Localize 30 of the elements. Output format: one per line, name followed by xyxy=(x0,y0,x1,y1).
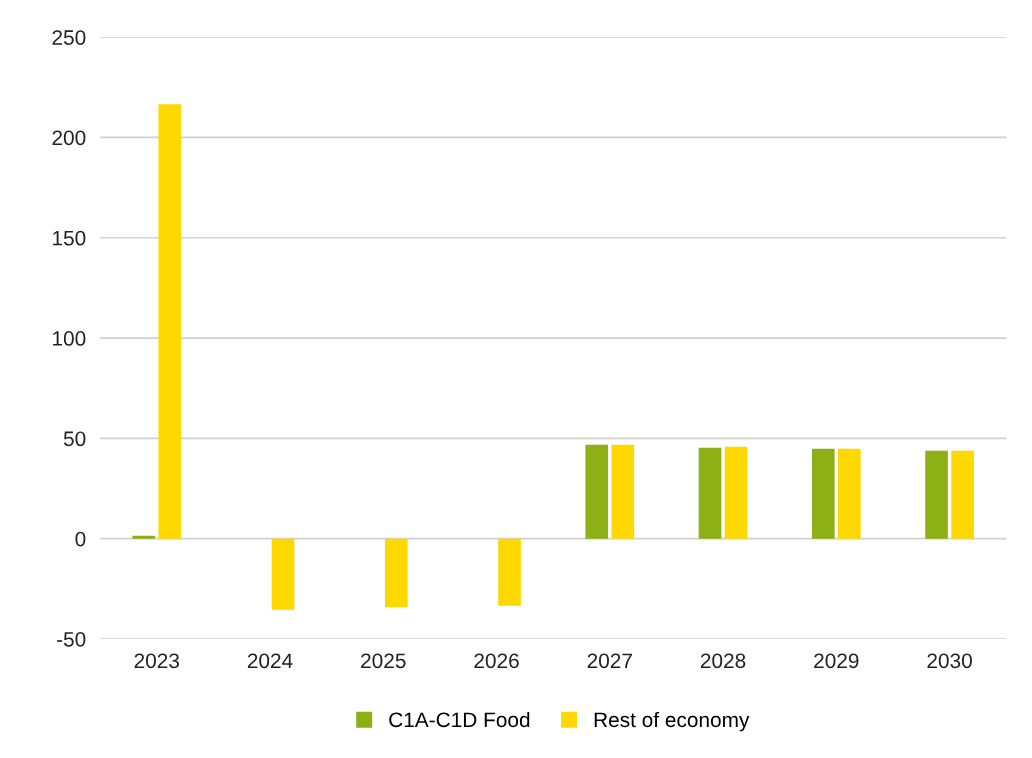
x-tick-label: 2029 xyxy=(814,653,859,669)
x-tick-label: 2027 xyxy=(587,653,632,669)
bar xyxy=(271,538,295,610)
y-tick-label: 50 xyxy=(63,431,86,447)
x-tick-label: 2028 xyxy=(700,653,746,669)
x-tick-label: 2026 xyxy=(474,653,519,669)
y-tick-label: 100 xyxy=(53,331,86,346)
y-tick-label: -50 xyxy=(57,632,86,647)
bar xyxy=(585,444,609,539)
legend-label: Rest of economy xyxy=(594,711,750,732)
legend-label: C1A-C1D Food xyxy=(389,711,530,728)
bar xyxy=(951,450,974,539)
bar xyxy=(698,447,722,539)
y-tick-label: 200 xyxy=(52,130,86,146)
x-tick-label: 2025 xyxy=(361,653,406,669)
bar xyxy=(838,448,861,539)
bar xyxy=(384,538,408,607)
x-tick-label: 2030 xyxy=(927,653,972,669)
bar xyxy=(811,448,835,539)
x-tick-label: 2023 xyxy=(134,653,179,669)
y-tick-label: 250 xyxy=(52,30,86,45)
bar xyxy=(724,446,748,539)
x-tick-label: 2024 xyxy=(247,653,293,669)
bar xyxy=(611,444,635,539)
bar xyxy=(925,450,948,539)
y-tick-label: 150 xyxy=(53,230,86,246)
bar xyxy=(158,104,182,539)
bar xyxy=(498,538,521,606)
y-tick-label: 0 xyxy=(75,531,86,547)
bar xyxy=(132,535,156,539)
